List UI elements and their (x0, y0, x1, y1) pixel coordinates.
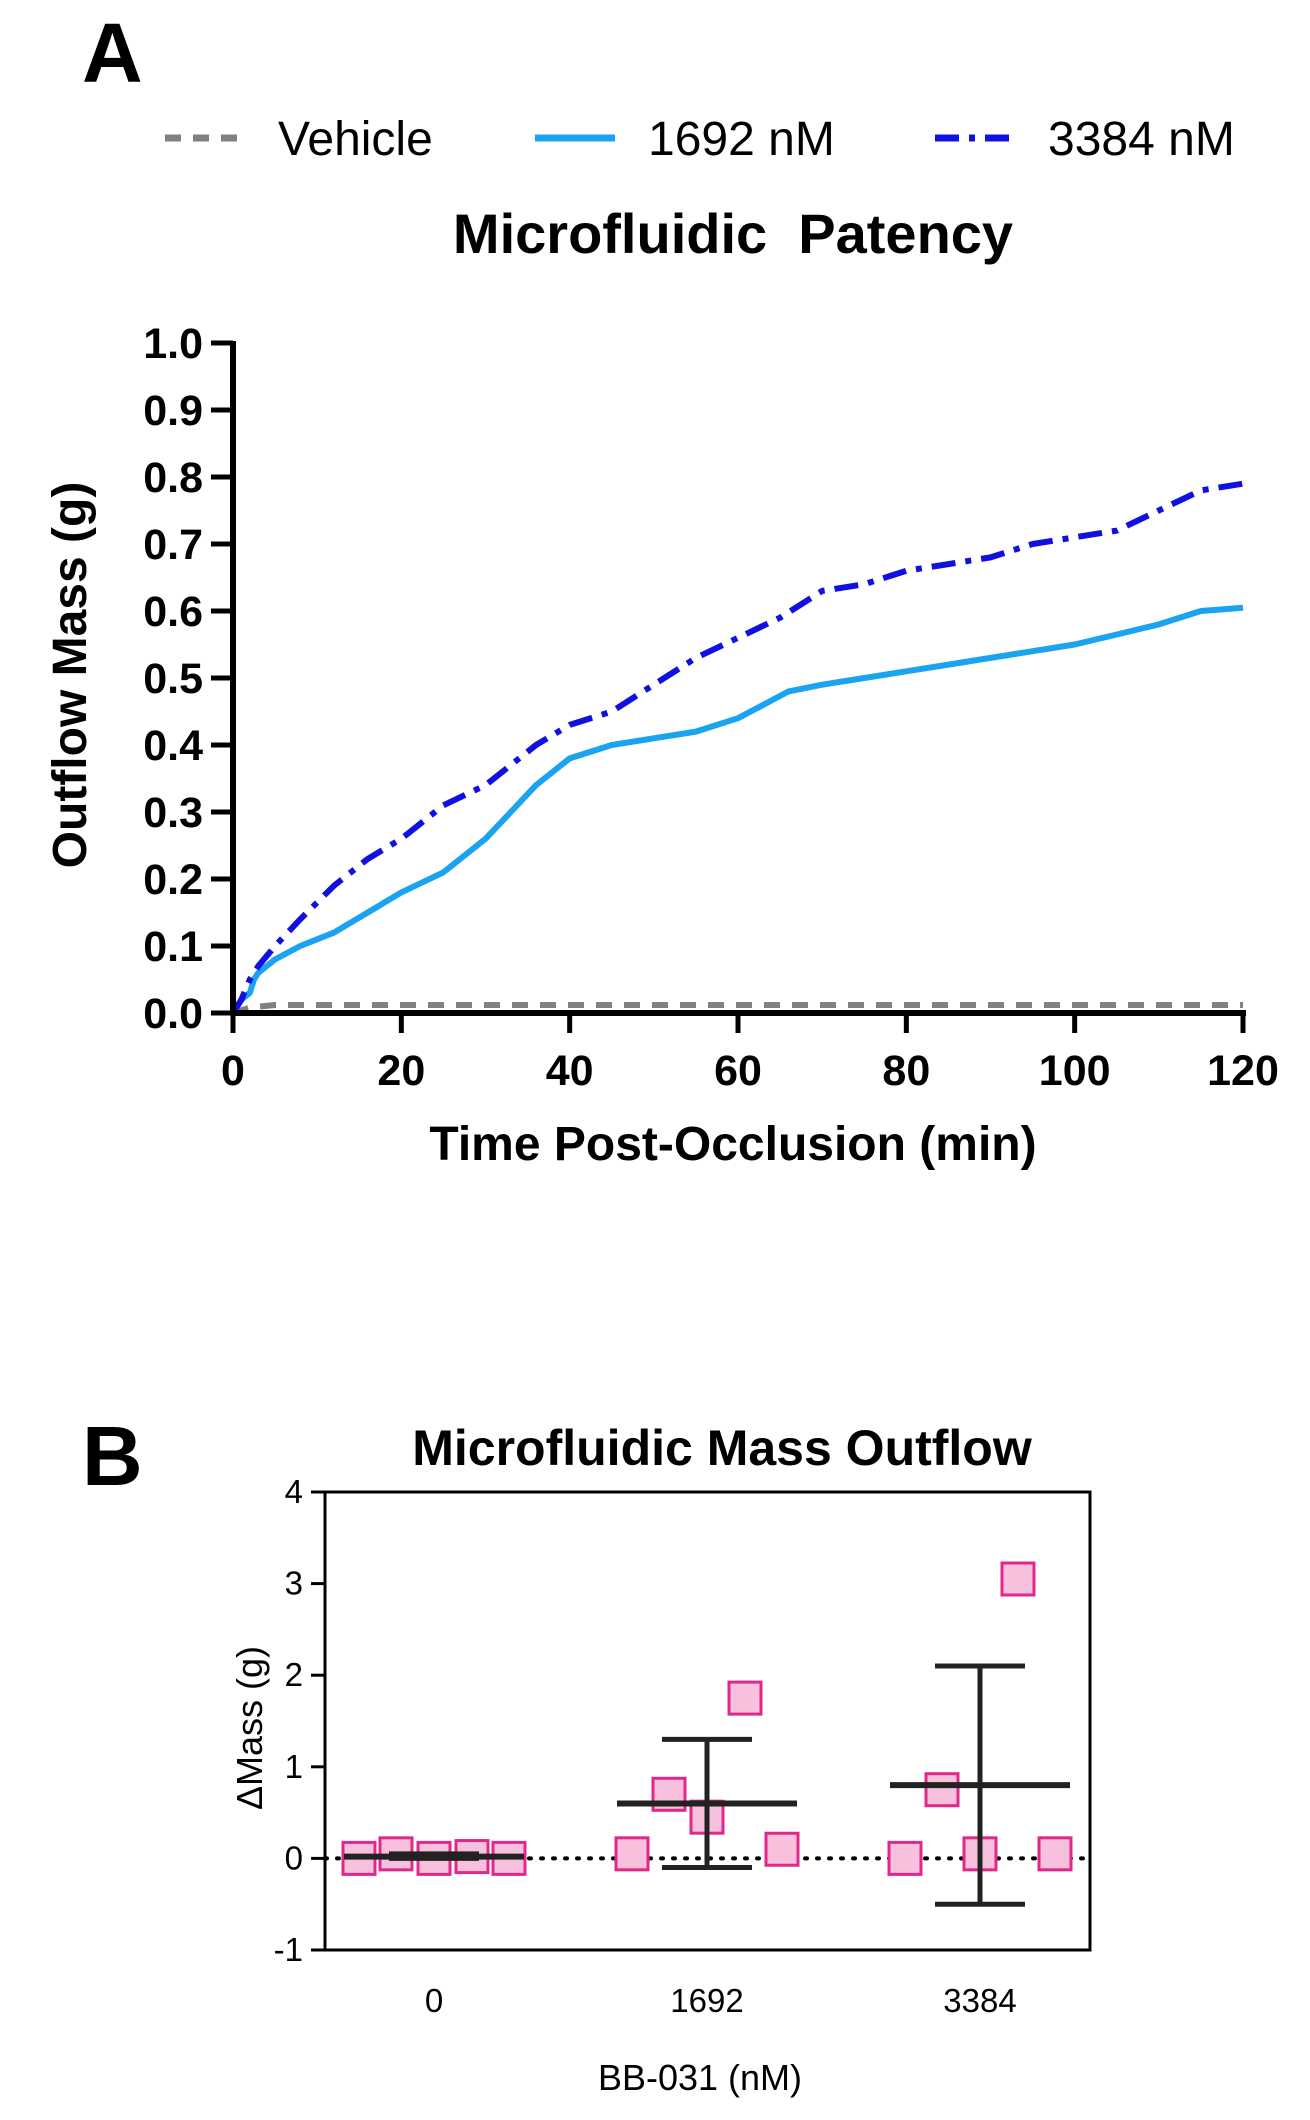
data-point-3384 (1000, 1561, 1036, 1597)
plot-frame (323, 1490, 1092, 1952)
panel-a-letter: A (82, 6, 143, 100)
legend-3384-label: 3384 nM (1048, 113, 1235, 166)
y-tick-label: 0.5 (143, 655, 203, 703)
series-line-3384-nm (230, 480, 1244, 1015)
data-point-3384 (887, 1840, 923, 1876)
y-tick-label: 1.0 (143, 320, 203, 368)
chart-b-title: Microfluidic Mass Outflow (412, 1420, 1032, 1476)
chart-a-title: Microfluidic Patency (453, 202, 1013, 265)
x-tick-label: 40 (546, 1047, 594, 1095)
y-tick-label: 0.7 (143, 521, 203, 569)
data-point-3384 (924, 1772, 960, 1808)
legend-1692-label: 1692 nM (648, 113, 835, 166)
y-tick-label: 0.9 (143, 387, 203, 435)
y-tick-label: 3 (285, 1565, 303, 1602)
chart-a-xlabel: Time Post-Occlusion (min) (429, 1118, 1036, 1171)
data-point-1692 (764, 1831, 800, 1867)
data-point-1692 (727, 1680, 763, 1716)
chart-a-ylabel: Outflow Mass (g) (44, 482, 97, 869)
x-tick-label: 80 (882, 1047, 930, 1095)
y-tick-label: 1 (285, 1748, 303, 1785)
legend-vehicle-label: Vehicle (278, 113, 433, 166)
x-tick-label: 100 (1039, 1047, 1111, 1095)
data-point-1692 (614, 1836, 650, 1872)
y-tick-label: 2 (285, 1656, 303, 1693)
series-line-1692-nm (230, 604, 1244, 1015)
y-tick-label: 0.4 (143, 722, 203, 770)
y-tick-label: -1 (274, 1931, 303, 1968)
y-tick-label: 0 (285, 1839, 303, 1876)
y-tick-label: 0.3 (143, 789, 203, 837)
y-tick-label: 0.2 (143, 856, 203, 904)
x-tick-label: 0 (425, 1982, 443, 2019)
x-tick-label: 1692 (670, 1982, 743, 2019)
chart-b-xlabel: BB-031 (nM) (598, 2057, 802, 2098)
y-tick-label: 0.6 (143, 588, 203, 636)
x-tick-label: 60 (714, 1047, 762, 1095)
x-tick-label: 0 (221, 1047, 245, 1095)
chart-b-plot: -1 0 1 2 3 4 0 1692 3384 (274, 1473, 1092, 2019)
y-tick-label: 4 (285, 1473, 303, 1510)
legend: Vehicle 1692 nM 3384 nM (165, 113, 1235, 166)
chart-b-ylabel: ΔMass (g) (229, 1646, 270, 1810)
x-tick-label: 3384 (943, 1982, 1016, 2019)
x-tick-label: 20 (377, 1047, 425, 1095)
data-point-3384 (1037, 1836, 1073, 1872)
panel-b-letter: B (82, 1409, 143, 1503)
x-tick-label: 120 (1207, 1047, 1279, 1095)
chart-a-plot: 0.0 0.1 0.2 0.3 0.4 0.5 0.6 0.7 0.8 0.9 1.0 0 20 40 60… (143, 320, 1279, 1095)
y-tick-label: 0.1 (143, 923, 203, 971)
y-tick-label: 0.0 (143, 990, 203, 1038)
y-tick-label: 0.8 (143, 454, 203, 502)
